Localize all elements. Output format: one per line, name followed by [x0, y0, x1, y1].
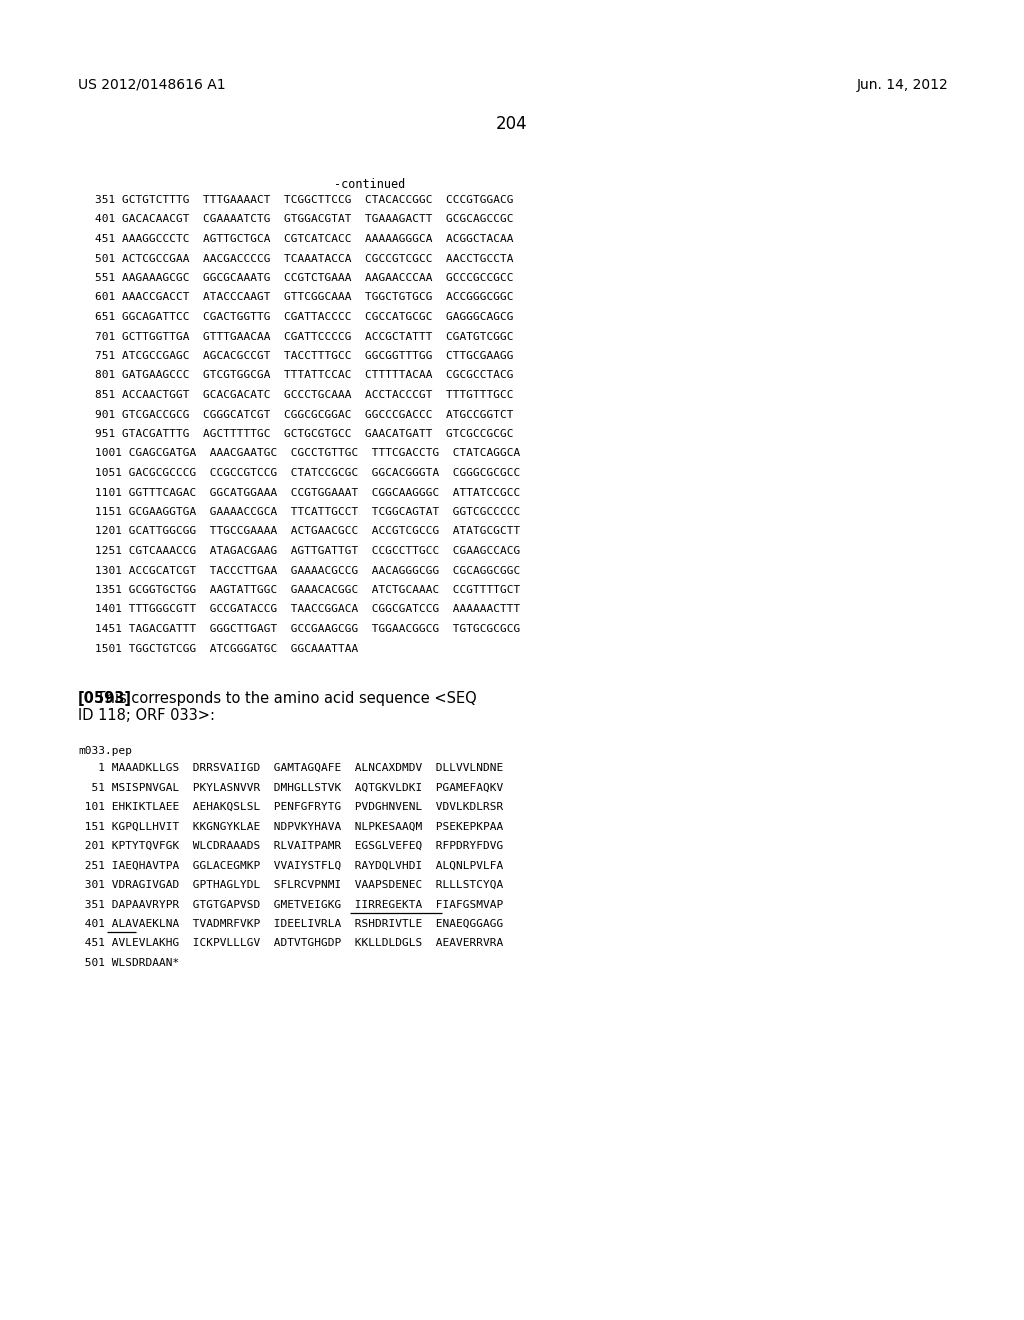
- Text: -continued: -continued: [335, 178, 406, 191]
- Text: 601 AAACCGACCT  ATACCCAAGT  GTTCGGCAAA  TGGCTGTGCG  ACCGGGCGGC: 601 AAACCGACCT ATACCCAAGT GTTCGGCAAA TGG…: [95, 293, 513, 302]
- Text: 701 GCTTGGTTGA  GTTTGAACAA  CGATTCCCCG  ACCGCTATTT  CGATGTCGGC: 701 GCTTGGTTGA GTTTGAACAA CGATTCCCCG ACC…: [95, 331, 513, 342]
- Text: 1101 GGTTTCAGAC  GGCATGGAAA  CCGTGGAAAT  CGGCAAGGGC  ATTATCCGCC: 1101 GGTTTCAGAC GGCATGGAAA CCGTGGAAAT CG…: [95, 487, 520, 498]
- Text: 1 MAAADKLLGS  DRRSVAIIGD  GAMTAGQAFE  ALNCAXDMDV  DLLVVLNDNE: 1 MAAADKLLGS DRRSVAIIGD GAMTAGQAFE ALNCA…: [78, 763, 503, 774]
- Text: [0593]: [0593]: [78, 690, 132, 706]
- Text: 151 KGPQLLHVIT  KKGNGYKLAE  NDPVKYHAVA  NLPKESAAQM  PSEKEPKPAA: 151 KGPQLLHVIT KKGNGYKLAE NDPVKYHAVA NLP…: [78, 821, 503, 832]
- Text: 451 AVLEVLAKHG  ICKPVLLLGV  ADTVTGHGDP  KKLLDLDGLS  AEAVERRVRA: 451 AVLEVLAKHG ICKPVLLLGV ADTVTGHGDP KKL…: [78, 939, 503, 949]
- Text: 901 GTCGACCGCG  CGGGCATCGT  CGGCGCGGAC  GGCCCGACCC  ATGCCGGTCT: 901 GTCGACCGCG CGGGCATCGT CGGCGCGGAC GGC…: [95, 409, 513, 420]
- Text: 204: 204: [497, 115, 527, 133]
- Text: 401 GACACAACGT  CGAAAATCTG  GTGGACGTAT  TGAAAGACTT  GCGCAGCCGC: 401 GACACAACGT CGAAAATCTG GTGGACGTAT TGA…: [95, 214, 513, 224]
- Text: 951 GTACGATTTG  AGCTTTTTGC  GCTGCGTGCC  GAACATGATT  GTCGCCGCGC: 951 GTACGATTTG AGCTTTTTGC GCTGCGTGCC GAA…: [95, 429, 513, 440]
- Text: 1351 GCGGTGCTGG  AAGTATTGGC  GAAACACGGC  ATCTGCAAAC  CCGTTTTGCT: 1351 GCGGTGCTGG AAGTATTGGC GAAACACGGC AT…: [95, 585, 520, 595]
- Text: Jun. 14, 2012: Jun. 14, 2012: [856, 78, 948, 92]
- Text: 301 VDRAGIVGAD  GPTHAGLYDL  SFLRCVPNMI  VAAPSDENEC  RLLLSTCYQA: 301 VDRAGIVGAD GPTHAGLYDL SFLRCVPNMI VAA…: [78, 880, 503, 890]
- Text: 651 GGCAGATTCC  CGACTGGTTG  CGATTACCCC  CGCCATGCGC  GAGGGCAGCG: 651 GGCAGATTCC CGACTGGTTG CGATTACCCC CGC…: [95, 312, 513, 322]
- Text: This corresponds to the amino acid sequence <SEQ: This corresponds to the amino acid seque…: [78, 690, 477, 706]
- Text: ID 118; ORF 033>:: ID 118; ORF 033>:: [78, 708, 215, 723]
- Text: US 2012/0148616 A1: US 2012/0148616 A1: [78, 78, 225, 92]
- Text: 101 EHKIKTLAEE  AEHAKQSLSL  PENFGFRYTG  PVDGHNVENL  VDVLKDLRSR: 101 EHKIKTLAEE AEHAKQSLSL PENFGFRYTG PVD…: [78, 803, 503, 812]
- Text: 1451 TAGACGATTT  GGGCTTGAGT  GCCGAAGCGG  TGGAACGGCG  TGTGCGCGCG: 1451 TAGACGATTT GGGCTTGAGT GCCGAAGCGG TG…: [95, 624, 520, 634]
- Text: 751 ATCGCCGAGC  AGCACGCCGT  TACCTTTGCC  GGCGGTTTGG  CTTGCGAAGG: 751 ATCGCCGAGC AGCACGCCGT TACCTTTGCC GGC…: [95, 351, 513, 360]
- Text: 851 ACCAACTGGT  GCACGACATC  GCCCTGCAAA  ACCTACCCGT  TTTGTTTGCC: 851 ACCAACTGGT GCACGACATC GCCCTGCAAA ACC…: [95, 389, 513, 400]
- Text: 1501 TGGCTGTCGG  ATCGGGATGC  GGCAAATTAA: 1501 TGGCTGTCGG ATCGGGATGC GGCAAATTAA: [95, 644, 358, 653]
- Text: 1251 CGTCAAACCG  ATAGACGAAG  AGTTGATTGT  CCGCCTTGCC  CGAAGCCACG: 1251 CGTCAAACCG ATAGACGAAG AGTTGATTGT CC…: [95, 546, 520, 556]
- Text: 1301 ACCGCATCGT  TACCCTTGAA  GAAAACGCCG  AACAGGGCGG  CGCAGGCGGC: 1301 ACCGCATCGT TACCCTTGAA GAAAACGCCG AA…: [95, 565, 520, 576]
- Text: 501 ACTCGCCGAA  AACGACCCCG  TCAAATACCA  CGCCGTCGCC  AACCTGCCTA: 501 ACTCGCCGAA AACGACCCCG TCAAATACCA CGC…: [95, 253, 513, 264]
- Text: 451 AAAGGCCCTC  AGTTGCTGCA  CGTCATCACC  AAAAAGGGCA  ACGGCTACAA: 451 AAAGGCCCTC AGTTGCTGCA CGTCATCACC AAA…: [95, 234, 513, 244]
- Text: 51 MSISPNVGAL  PKYLASNVVR  DMHGLLSTVK  AQTGKVLDKI  PGAMEFAQKV: 51 MSISPNVGAL PKYLASNVVR DMHGLLSTVK AQTG…: [78, 783, 503, 792]
- Text: 501 WLSDRDAAN*: 501 WLSDRDAAN*: [78, 958, 179, 968]
- Text: 1201 GCATTGGCGG  TTGCCGAAAA  ACTGAACGCC  ACCGTCGCCG  ATATGCGCTT: 1201 GCATTGGCGG TTGCCGAAAA ACTGAACGCC AC…: [95, 527, 520, 536]
- Text: 1001 CGAGCGATGA  AAACGAATGC  CGCCTGTTGC  TTTCGACCTG  CTATCAGGCA: 1001 CGAGCGATGA AAACGAATGC CGCCTGTTGC TT…: [95, 449, 520, 458]
- Text: 1401 TTTGGGCGTT  GCCGATACCG  TAACCGGACA  CGGCGATCCG  AAAAAACTTT: 1401 TTTGGGCGTT GCCGATACCG TAACCGGACA CG…: [95, 605, 520, 615]
- Text: m033.pep: m033.pep: [78, 746, 132, 756]
- Text: 351 GCTGTCTTTG  TTTGAAAACT  TCGGCTTCCG  CTACACCGGC  CCCGTGGACG: 351 GCTGTCTTTG TTTGAAAACT TCGGCTTCCG CTA…: [95, 195, 513, 205]
- Text: 351 DAPAAVRYPR  GTGTGAPVSD  GMETVEIGKG  IIRREGEKTA  FIAFGSMVAP: 351 DAPAAVRYPR GTGTGAPVSD GMETVEIGKG IIR…: [78, 899, 503, 909]
- Text: 251 IAEQHAVTPA  GGLACEGMKP  VVAIYSTFLQ  RAYDQLVHDI  ALQNLPVLFA: 251 IAEQHAVTPA GGLACEGMKP VVAIYSTFLQ RAY…: [78, 861, 503, 870]
- Text: 551 AAGAAAGCGC  GGCGCAAATG  CCGTCTGAAA  AAGAACCCAA  GCCCGCCGCC: 551 AAGAAAGCGC GGCGCAAATG CCGTCTGAAA AAG…: [95, 273, 513, 282]
- Text: 1051 GACGCGCCCG  CCGCCGTCCG  CTATCCGCGC  GGCACGGGTA  CGGGCGCGCC: 1051 GACGCGCCCG CCGCCGTCCG CTATCCGCGC GG…: [95, 469, 520, 478]
- Text: 401 ALAVAEKLNA  TVADMRFVKP  IDEELIVRLA  RSHDRIVTLE  ENAEQGGAGG: 401 ALAVAEKLNA TVADMRFVKP IDEELIVRLA RSH…: [78, 919, 503, 929]
- Text: 201 KPTYTQVFGK  WLCDRAAADS  RLVAITPAMR  EGSGLVEFEQ  RFPDRYFDVG: 201 KPTYTQVFGK WLCDRAAADS RLVAITPAMR EGS…: [78, 841, 503, 851]
- Text: 801 GATGAAGCCC  GTCGTGGCGA  TTTATTCCAC  CTTTTTACAA  CGCGCCTACG: 801 GATGAAGCCC GTCGTGGCGA TTTATTCCAC CTT…: [95, 371, 513, 380]
- Text: 1151 GCGAAGGTGA  GAAAACCGCA  TTCATTGCCT  TCGGCAGTAT  GGTCGCCCCC: 1151 GCGAAGGTGA GAAAACCGCA TTCATTGCCT TC…: [95, 507, 520, 517]
